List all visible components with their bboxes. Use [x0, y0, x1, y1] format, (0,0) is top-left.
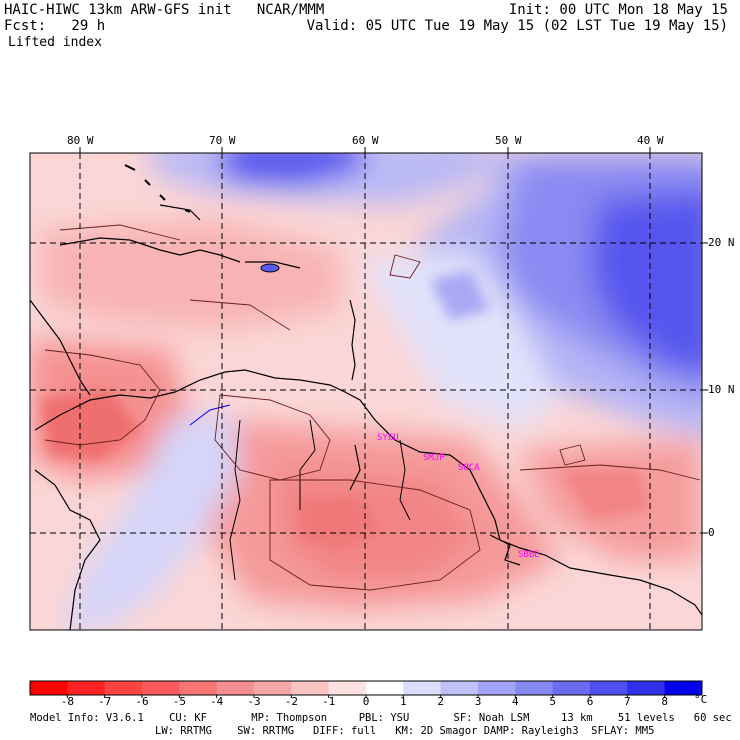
colorbar-label: -7 — [98, 695, 112, 708]
colorbar-swatch — [216, 681, 255, 695]
lat-label-0: 0 — [708, 526, 715, 539]
model-info-line2: LW: RRTMG SW: RRTMG DIFF: full KM: 2D Sm… — [155, 725, 655, 737]
colorbar-swatch — [67, 681, 106, 695]
lat-lon-grid — [30, 153, 702, 630]
colorbar-swatch — [291, 681, 330, 695]
colorbar-swatch — [328, 681, 367, 695]
colorbar-swatch — [366, 681, 404, 695]
colorbar-label: 0 — [362, 695, 370, 708]
colorbar-label: -5 — [172, 695, 186, 708]
colorbar-swatch — [590, 681, 628, 695]
colorbar-label: -2 — [284, 695, 298, 708]
colorbar-label: -6 — [135, 695, 149, 708]
model-info-line1: Model Info: V3.6.1 CU: KF MP: Thompson P… — [30, 712, 732, 724]
forecast-hour: Fcst: 29 h — [4, 18, 106, 34]
field-name: Lifted index — [8, 35, 102, 50]
colorbar-swatch — [515, 681, 554, 695]
map-frame — [29, 152, 703, 631]
map-field — [30, 153, 702, 630]
colorbar-label: -3 — [247, 695, 261, 708]
coastlines — [30, 164, 702, 630]
colorbar-label: 1 — [400, 695, 407, 708]
colorbar-swatch — [664, 681, 703, 695]
colorbar-swatch — [104, 681, 143, 695]
colorbar-swatch — [552, 681, 591, 695]
colorbar-unit: °C — [694, 693, 708, 706]
init-time: Init: 00 UTC Mon 18 May 15 — [508, 2, 728, 18]
colorbar-swatch — [478, 681, 516, 695]
station-label-syeu: SYEU — [377, 433, 399, 443]
colorbar-label: -1 — [322, 695, 336, 708]
station-label-sbbe: SBBE — [518, 550, 540, 560]
colorbar-swatch — [254, 681, 292, 695]
colorbar — [29, 680, 703, 698]
colorbar-label: 5 — [549, 695, 556, 708]
colorbar-label: 2 — [437, 695, 444, 708]
colorbar-label: 7 — [624, 695, 631, 708]
valid-time: Valid: 05 UTC Tue 19 May 15 (02 LST Tue … — [306, 18, 728, 34]
colorbar-swatch — [142, 681, 180, 695]
lon-label-50w: 50 W — [495, 134, 522, 147]
lat-label-10n: 10 N — [708, 383, 735, 396]
station-label-smjp: SMJP — [423, 453, 445, 463]
colorbar-swatch — [403, 681, 442, 695]
colorbar-swatch — [30, 681, 68, 695]
colorbar-label: -8 — [60, 695, 74, 708]
lon-label-80w: 80 W — [67, 134, 94, 147]
colorbar-label: 6 — [586, 695, 594, 708]
colorbar-label: 8 — [661, 695, 668, 708]
colorbar-label: -4 — [210, 695, 224, 708]
colorbar-label: 4 — [512, 695, 519, 708]
lat-label-20n: 20 N — [708, 236, 735, 249]
station-label-soca: SOCA — [458, 463, 480, 473]
lon-label-60w: 60 W — [352, 134, 379, 147]
lon-label-70w: 70 W — [209, 134, 236, 147]
lon-label-40w: 40 W — [637, 134, 664, 147]
colorbar-swatch — [440, 681, 479, 695]
colorbar-label: 3 — [474, 695, 482, 708]
tick-marks — [79, 147, 708, 534]
header-title: HAIC-HIWC 13km ARW-GFS init NCAR/MMM — [4, 2, 325, 18]
colorbar-swatch — [179, 681, 218, 695]
colorbar-swatch — [627, 681, 666, 695]
